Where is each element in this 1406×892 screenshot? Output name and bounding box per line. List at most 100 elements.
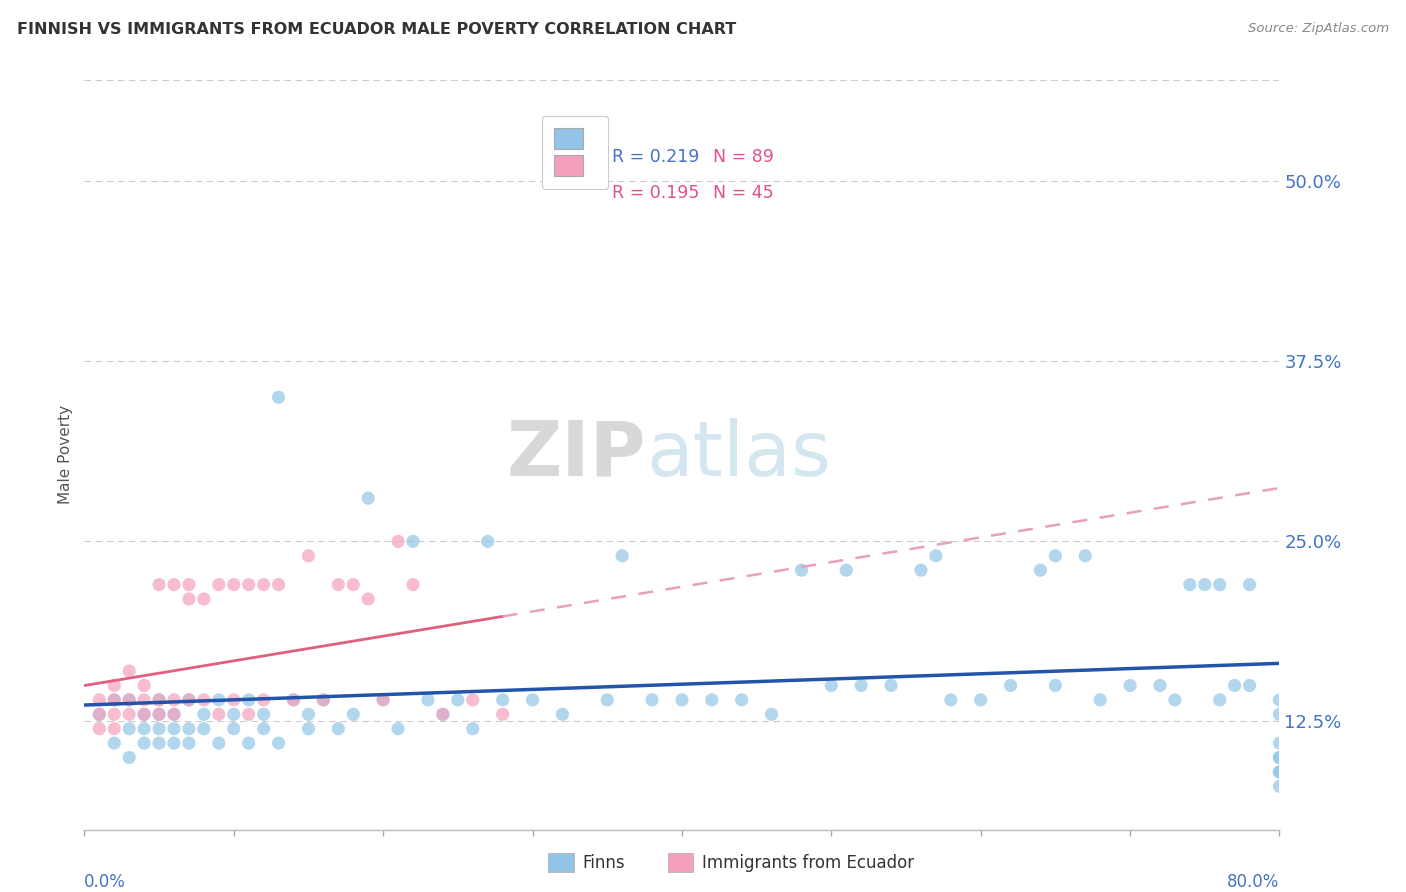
Point [373, 693, 395, 707]
Point [118, 693, 141, 707]
Point [432, 707, 454, 722]
Text: R = 0.195: R = 0.195 [612, 185, 699, 202]
Point [253, 707, 276, 722]
Point [103, 693, 125, 707]
Point [402, 534, 425, 549]
Point [132, 722, 156, 736]
Point [163, 707, 186, 722]
Point [492, 707, 515, 722]
Point [118, 693, 141, 707]
Point [1209, 693, 1232, 707]
Point [461, 722, 484, 736]
Point [222, 693, 245, 707]
Point [267, 577, 290, 591]
Point [163, 693, 186, 707]
Point [132, 707, 156, 722]
Point [357, 491, 380, 505]
Point [222, 707, 245, 722]
Point [118, 750, 141, 764]
Point [148, 707, 170, 722]
Point [177, 577, 200, 591]
Point [148, 736, 170, 750]
Point [461, 693, 484, 707]
Point [148, 722, 170, 736]
Point [835, 563, 858, 577]
Point [118, 707, 141, 722]
Point [447, 693, 470, 707]
Point [402, 577, 425, 591]
Point [222, 722, 245, 736]
Point [208, 707, 231, 722]
Point [253, 722, 276, 736]
Point [89, 707, 111, 722]
Point [148, 707, 170, 722]
Point [297, 549, 319, 563]
Point [1029, 563, 1052, 577]
Point [163, 577, 186, 591]
Point [1268, 750, 1291, 764]
Point [1268, 764, 1291, 779]
Point [177, 736, 200, 750]
Point [820, 678, 842, 692]
Text: atlas: atlas [647, 418, 831, 491]
Point [328, 722, 350, 736]
Point [342, 577, 364, 591]
Text: R = 0.219: R = 0.219 [612, 147, 699, 166]
Point [177, 722, 200, 736]
Point [880, 678, 903, 692]
Point [177, 693, 200, 707]
Point [312, 693, 335, 707]
Point [925, 549, 948, 563]
Point [1239, 678, 1261, 692]
Point [132, 693, 156, 707]
Point [283, 693, 305, 707]
Point [267, 736, 290, 750]
Point [1000, 678, 1022, 692]
Point [208, 693, 231, 707]
Point [1119, 678, 1142, 692]
Point [238, 693, 260, 707]
Point [596, 693, 619, 707]
Point [671, 693, 693, 707]
Point [148, 693, 170, 707]
Point [522, 693, 544, 707]
Point [1045, 549, 1067, 563]
Point [193, 693, 215, 707]
Point [612, 549, 634, 563]
Point [342, 707, 364, 722]
Point [103, 736, 125, 750]
Point [163, 722, 186, 736]
Point [208, 577, 231, 591]
Point [700, 693, 723, 707]
Point [238, 577, 260, 591]
Point [477, 534, 499, 549]
Point [492, 693, 515, 707]
Point [193, 722, 215, 736]
Point [790, 563, 813, 577]
Point [1178, 577, 1201, 591]
Point [1268, 707, 1291, 722]
Point [731, 693, 754, 707]
Y-axis label: Male Poverty: Male Poverty [58, 405, 73, 505]
Text: ZIP: ZIP [506, 418, 647, 491]
Text: Finns: Finns [582, 854, 624, 871]
Point [297, 722, 319, 736]
Point [89, 707, 111, 722]
Legend: , : , [541, 116, 609, 189]
Point [103, 693, 125, 707]
Point [939, 693, 962, 707]
Point [416, 693, 439, 707]
Point [148, 693, 170, 707]
Point [851, 678, 873, 692]
Point [328, 577, 350, 591]
Point [132, 707, 156, 722]
Point [970, 693, 993, 707]
Point [1149, 678, 1171, 692]
Point [118, 664, 141, 678]
Point [1268, 780, 1291, 794]
Point [238, 736, 260, 750]
Point [312, 693, 335, 707]
Point [1209, 577, 1232, 591]
Point [177, 592, 200, 607]
Text: 0.0%: 0.0% [84, 872, 127, 891]
